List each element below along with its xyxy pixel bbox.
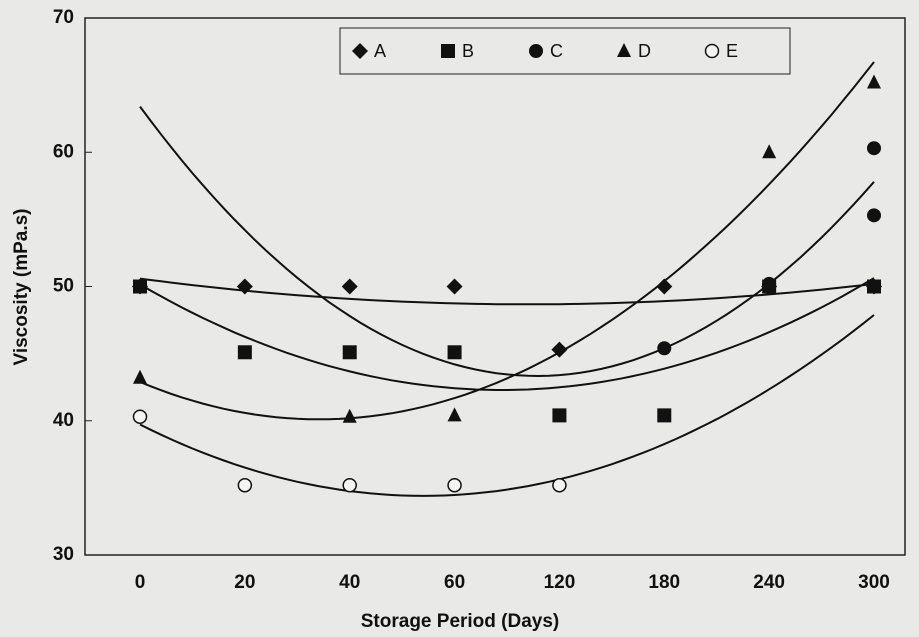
x-tick-label: 300 — [858, 572, 890, 593]
legend-label: B — [462, 41, 474, 61]
data-point — [237, 345, 252, 360]
data-point — [341, 278, 358, 295]
trend-curve — [139, 277, 875, 306]
legend-marker — [529, 44, 543, 58]
data-point — [867, 74, 881, 89]
y-axis-title: Viscosity (mPa.s) — [11, 208, 32, 365]
legend-label: E — [726, 41, 738, 61]
x-tick-label: 40 — [339, 572, 360, 593]
data-point — [133, 369, 147, 384]
data-point — [446, 278, 463, 295]
legend-marker — [441, 44, 455, 58]
legend-label: C — [550, 41, 563, 61]
data-point — [657, 341, 672, 356]
legend-label: A — [374, 41, 386, 61]
x-tick-label: 60 — [444, 572, 465, 593]
x-tick-label: 240 — [753, 572, 785, 593]
data-point — [342, 477, 357, 493]
data-point — [867, 208, 881, 223]
legend-marker — [617, 43, 631, 57]
y-tick-label: 30 — [53, 544, 74, 565]
x-tick-label: 0 — [135, 572, 146, 593]
data-point — [867, 141, 881, 156]
data-point — [552, 408, 567, 423]
trend-curve — [139, 277, 875, 391]
legend-box — [339, 27, 791, 75]
y-tick-label: 50 — [53, 276, 74, 297]
x-tick-label: 120 — [544, 572, 576, 593]
x-tick-label: 180 — [648, 572, 680, 593]
data-point — [656, 278, 673, 295]
legend-label: D — [638, 41, 651, 61]
data-point — [552, 477, 567, 493]
y-tick-label: 70 — [53, 7, 74, 28]
data-point — [342, 345, 357, 360]
data-point — [132, 409, 148, 424]
data-point — [342, 408, 357, 423]
data-point — [236, 278, 253, 295]
data-point — [447, 345, 462, 360]
data-point — [762, 276, 777, 291]
data-point — [657, 408, 672, 423]
legend-marker — [704, 43, 720, 59]
trend-curve — [139, 61, 875, 421]
trend-curve — [139, 314, 875, 497]
y-tick-label: 40 — [53, 410, 74, 431]
data-point — [867, 279, 881, 294]
data-point — [133, 279, 147, 294]
x-axis-title: Storage Period (Days) — [361, 611, 560, 632]
data-point — [237, 477, 253, 493]
x-tick-label: 20 — [234, 572, 255, 593]
trend-curve — [139, 106, 875, 378]
y-tick-label: 60 — [53, 141, 74, 162]
legend-marker — [352, 43, 368, 59]
data-point — [762, 144, 777, 159]
data-point — [447, 407, 462, 422]
data-point — [447, 477, 462, 493]
